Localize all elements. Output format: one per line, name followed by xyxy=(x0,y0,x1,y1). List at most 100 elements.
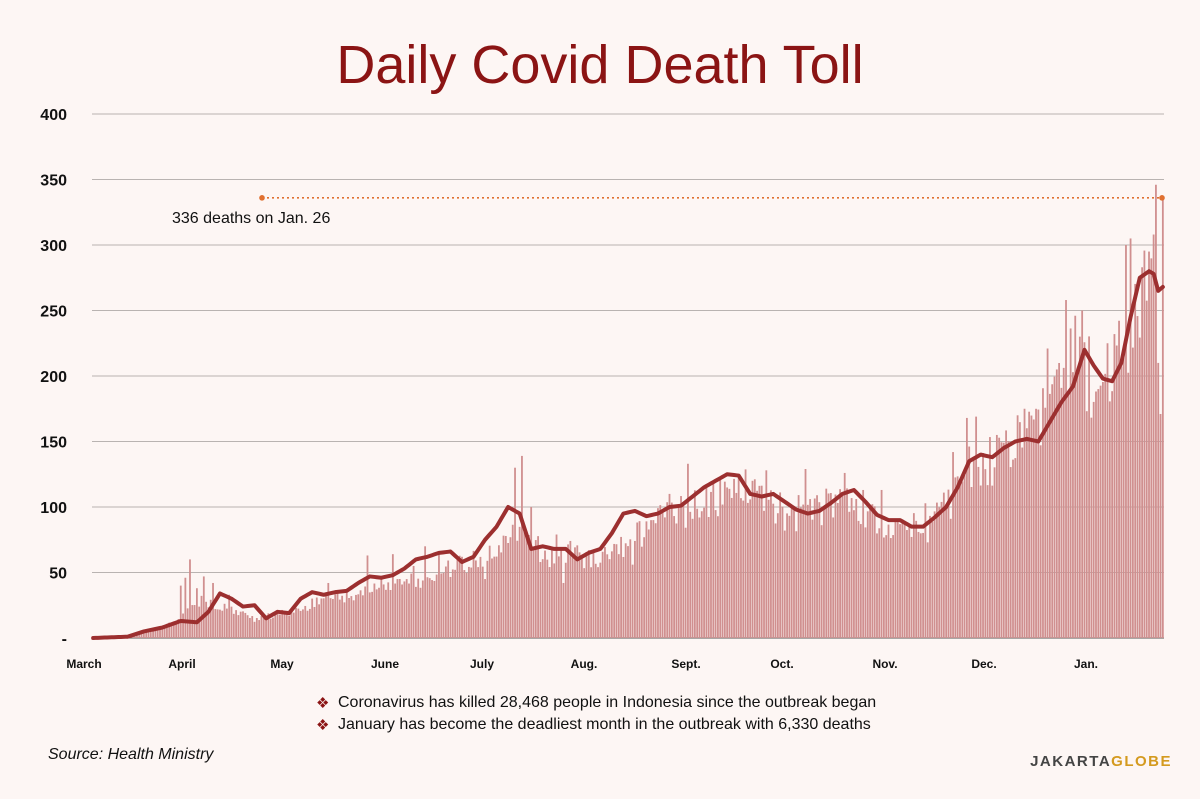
bar xyxy=(797,495,800,638)
bar xyxy=(265,618,267,638)
bar xyxy=(979,485,982,638)
bar xyxy=(703,507,705,638)
bar xyxy=(880,489,883,638)
bar xyxy=(700,511,703,638)
bar xyxy=(908,524,911,638)
bar xyxy=(864,527,867,638)
bar xyxy=(551,546,553,638)
bar xyxy=(156,627,159,638)
bar xyxy=(753,479,756,638)
bar xyxy=(929,515,931,638)
bar xyxy=(965,417,968,638)
bar xyxy=(857,520,860,638)
bar xyxy=(1083,342,1086,638)
x-tick-label: Aug. xyxy=(571,657,598,671)
bar xyxy=(587,550,590,638)
bar xyxy=(417,578,420,638)
bar xyxy=(244,612,247,638)
bar xyxy=(576,545,579,638)
bar xyxy=(1102,381,1104,638)
bar xyxy=(949,518,952,638)
bar xyxy=(302,609,304,638)
bar xyxy=(1051,384,1054,638)
bar xyxy=(1014,458,1017,638)
bar xyxy=(841,495,844,638)
bar xyxy=(668,493,671,638)
bar xyxy=(479,556,482,638)
bar xyxy=(1088,336,1090,638)
bar xyxy=(454,569,456,638)
bar xyxy=(444,566,447,638)
bar xyxy=(853,510,855,638)
bar xyxy=(325,595,327,638)
bar xyxy=(274,611,277,638)
bar xyxy=(428,578,431,638)
bar xyxy=(1021,447,1024,638)
bar xyxy=(832,517,835,638)
bar xyxy=(195,588,198,638)
bar xyxy=(232,613,235,638)
bar xyxy=(657,508,659,638)
x-tick-label: Jan. xyxy=(1074,657,1098,671)
bar xyxy=(848,511,851,638)
bar xyxy=(500,552,503,638)
bar xyxy=(152,628,154,638)
x-tick-label: Oct. xyxy=(770,657,793,671)
bar xyxy=(728,488,731,638)
bar xyxy=(380,576,383,638)
bar xyxy=(1106,343,1109,638)
bar xyxy=(214,609,217,638)
y-axis-ticks: - 50 100 150 200 250 300 350 400 xyxy=(40,107,67,648)
bar xyxy=(640,546,643,638)
bar xyxy=(1111,391,1114,638)
bar xyxy=(433,580,436,638)
bar xyxy=(963,474,966,638)
bar xyxy=(262,615,265,638)
bar xyxy=(571,554,574,638)
bar xyxy=(557,556,560,638)
bar xyxy=(712,482,715,638)
bar xyxy=(998,437,1001,638)
bar xyxy=(348,598,350,638)
bar xyxy=(984,469,987,638)
bar xyxy=(1099,385,1102,638)
bar xyxy=(885,535,888,638)
bar xyxy=(1097,389,1100,638)
bar xyxy=(371,591,374,638)
bar xyxy=(783,530,786,638)
bar xyxy=(502,535,505,638)
bar xyxy=(484,579,486,638)
bar xyxy=(956,476,959,638)
bar xyxy=(1127,372,1130,638)
bar xyxy=(945,505,948,638)
bar xyxy=(643,537,646,638)
bar xyxy=(509,537,512,638)
bar xyxy=(163,626,166,638)
bar xyxy=(663,517,666,638)
bar xyxy=(682,503,685,638)
bar xyxy=(138,633,141,638)
bar xyxy=(710,491,712,638)
bar xyxy=(170,624,173,638)
y-tick-label: 200 xyxy=(40,369,67,386)
bar xyxy=(1134,283,1137,638)
bar xyxy=(899,524,901,638)
bar xyxy=(297,608,300,638)
bar xyxy=(859,524,862,638)
bar xyxy=(288,615,291,638)
bar xyxy=(272,617,274,638)
note-text: January has become the deadliest month i… xyxy=(338,716,871,733)
bar xyxy=(560,548,563,638)
bar xyxy=(707,517,710,638)
bar xyxy=(661,511,664,638)
bar xyxy=(889,538,892,638)
bar xyxy=(486,560,489,638)
bar xyxy=(318,604,320,638)
bar xyxy=(723,481,726,638)
bar xyxy=(786,513,788,638)
bar xyxy=(1072,372,1074,638)
bar xyxy=(839,489,841,638)
bar xyxy=(281,609,284,638)
bar xyxy=(993,467,996,638)
bar xyxy=(230,606,233,638)
